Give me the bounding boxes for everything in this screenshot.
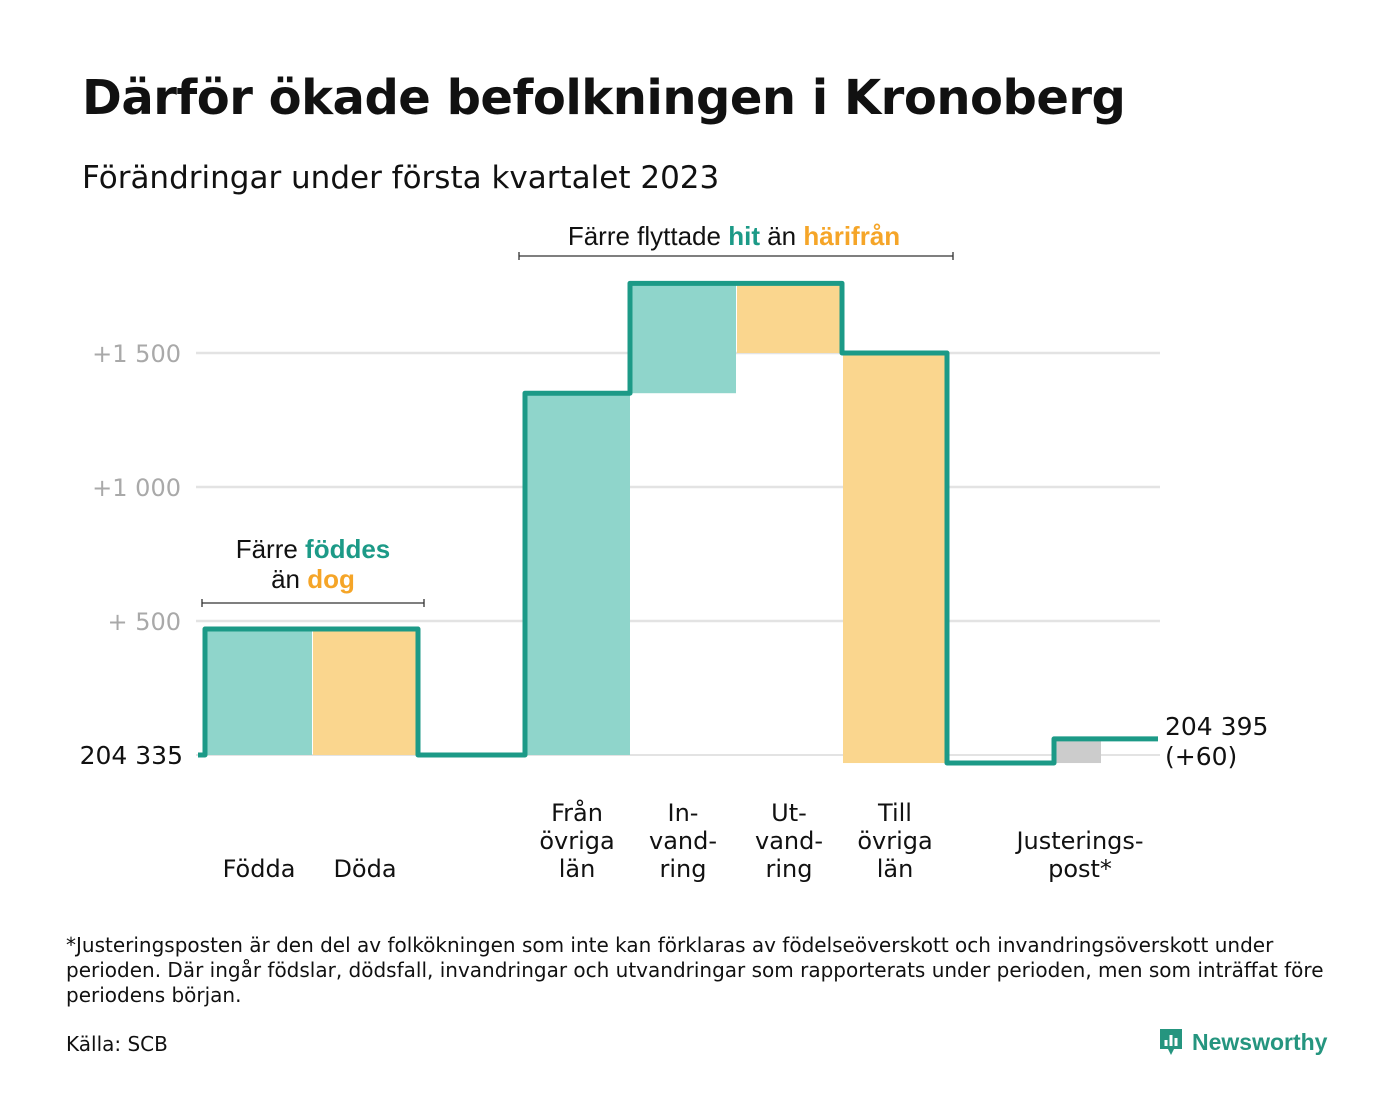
cumulative-step-line [198, 280, 1158, 766]
source-label: Källa: SCB [66, 1032, 168, 1056]
brand-name: Newsworthy [1192, 1028, 1328, 1055]
annotation-span-plain: Färre flyttade [568, 221, 728, 251]
category-label: In- [668, 799, 699, 827]
category-label: Ut- [771, 799, 807, 827]
category-label: Födda [223, 855, 296, 883]
annotation-span-orange: härifrån [803, 221, 900, 251]
bar-step-3 [630, 283, 736, 394]
annotation-span-teal: föddes [305, 534, 390, 564]
annotation-span-teal: hit [728, 221, 760, 251]
bar-layer [205, 283, 1101, 764]
end-change-label: (+60) [1165, 742, 1237, 771]
y-tick-label: + 500 [107, 608, 181, 636]
category-label: Till [877, 799, 912, 827]
line-layer [198, 280, 1158, 766]
annotation-span-plain: än [271, 564, 307, 594]
category-label: ring [660, 855, 707, 883]
bar-step-5 [843, 353, 947, 764]
bar-step-1 [313, 629, 418, 755]
category-label: ring [766, 855, 813, 883]
category-label: Justerings- [1014, 827, 1143, 855]
category-label: län [559, 855, 596, 883]
category-label: vand- [649, 827, 717, 855]
category-label: övriga [539, 827, 614, 855]
annotation-text: Färre flyttade hit än härifrån [568, 221, 900, 251]
footnote: *Justeringsposten är den del av folkökni… [66, 933, 1324, 1007]
bar-step-6 [1054, 738, 1101, 764]
annotation-span-orange: dog [307, 564, 355, 594]
bar-step-2 [525, 393, 630, 755]
waterfall-chart: + 500 +1 000 +1 500 204 335 204 395(+60) Föd… [80, 221, 1269, 883]
annotation-text: än dog [271, 564, 355, 594]
annotation-span-plain: Färre [236, 534, 305, 564]
brand-logo: Newsworthy [1158, 1027, 1327, 1057]
category-label: Döda [333, 855, 396, 883]
category-label: län [877, 855, 914, 883]
chart-subtitle: Förändringar under första kvartalet 2023 [82, 160, 720, 196]
category-label: post* [1048, 855, 1112, 883]
category-label: Från [551, 798, 603, 827]
start-value-label: 204 335 [80, 741, 183, 770]
bar-step-0 [205, 629, 312, 755]
bar-step-4 [737, 283, 842, 353]
annotation-text: Färre föddes [236, 534, 391, 564]
y-tick-label: +1 000 [92, 474, 181, 502]
annotation-span-plain: än [760, 221, 803, 251]
end-value-label: 204 395 [1165, 712, 1268, 741]
chart-title: Därför ökade befolkningen i Kronoberg [82, 70, 1126, 126]
category-label: vand- [755, 827, 823, 855]
category-label: övriga [857, 827, 932, 855]
newsworthy-logo-icon [1160, 1029, 1182, 1055]
y-tick-label: +1 500 [92, 340, 181, 368]
